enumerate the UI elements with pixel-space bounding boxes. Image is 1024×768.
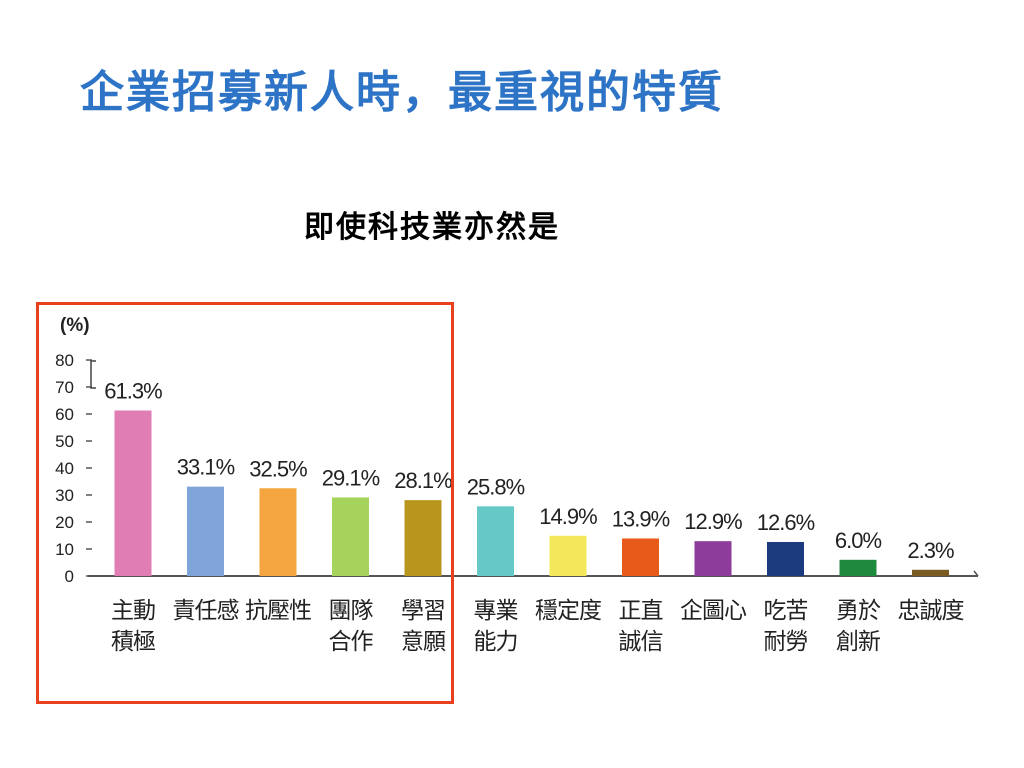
- category-label: 耐勞: [764, 629, 808, 655]
- y-tick-label: 70: [55, 378, 74, 397]
- value-labels-group: 61.3% 33.1% 32.5% 29.1% 28.1% 25.8% 14.9% 13.9%…: [104, 378, 955, 563]
- category-label: 意願: [401, 629, 446, 655]
- bar: [767, 541, 804, 576]
- top-value-bracket: [90, 360, 96, 389]
- bar: [549, 535, 587, 576]
- category-label: 責任感: [173, 598, 239, 624]
- bar: [912, 569, 949, 576]
- category-label: 忠誠度: [898, 598, 965, 624]
- category-label: 誠信: [619, 629, 663, 655]
- y-tick-label: 40: [55, 459, 74, 478]
- category-label: 主動: [111, 598, 155, 624]
- bar-value-label: 2.3%: [907, 538, 954, 563]
- category-label: 能力: [474, 629, 518, 655]
- category-label: 學習: [401, 598, 445, 624]
- bar: [332, 497, 369, 576]
- bar-value-label: 12.9%: [684, 509, 742, 534]
- category-label: 團隊: [329, 598, 374, 624]
- bar-value-label: 61.3%: [104, 378, 162, 403]
- bar: [187, 486, 224, 576]
- y-axis: 0 10 20 30 40 50 60 70 80: [55, 351, 92, 586]
- y-unit-label: (%): [60, 315, 90, 336]
- category-label: 穩定度: [535, 598, 602, 624]
- category-label: 合作: [329, 629, 374, 655]
- slide-title: 企業招募新人時，最重視的特質: [80, 67, 724, 118]
- bar-value-label: 25.8%: [467, 474, 525, 499]
- bar: [477, 506, 514, 576]
- category-label: 積極: [111, 629, 155, 655]
- bar: [622, 538, 659, 576]
- category-label: 抗壓性: [245, 598, 311, 624]
- category-label: 創新: [836, 629, 881, 655]
- bar-value-label: 12.6%: [757, 510, 815, 535]
- y-tick-label: 50: [55, 432, 74, 451]
- category-label: 吃苦: [764, 598, 808, 624]
- bar-value-label: 13.9%: [612, 506, 670, 531]
- category-label: 專業: [474, 598, 519, 624]
- x-axis-cap: [973, 570, 979, 577]
- y-tick-label: 10: [55, 540, 74, 559]
- bar-value-label: 6.0%: [835, 528, 882, 553]
- slide-subtitle: 即使科技業亦然是: [304, 210, 560, 245]
- bar: [114, 410, 152, 576]
- bar-value-label: 32.5%: [249, 456, 307, 481]
- y-tick-label: 20: [55, 513, 74, 532]
- bar: [694, 541, 732, 576]
- bar-value-label: 29.1%: [322, 465, 380, 490]
- category-label: 勇於: [836, 598, 881, 624]
- y-tick-label: 80: [55, 351, 74, 370]
- bar: [259, 488, 297, 576]
- bar-value-label: 28.1%: [394, 468, 452, 493]
- bar: [404, 500, 442, 576]
- bar: [839, 559, 877, 576]
- category-label: 正直: [619, 598, 663, 624]
- bar-value-label: 33.1%: [177, 455, 235, 480]
- highlight-box: [36, 302, 454, 704]
- bars-group: [114, 410, 949, 576]
- category-label: 企圖心: [680, 598, 747, 624]
- y-tick-label: 60: [55, 405, 74, 424]
- y-tick-label: 30: [55, 486, 74, 505]
- y-tick-label: 0: [65, 567, 74, 586]
- bar-value-label: 14.9%: [539, 504, 597, 529]
